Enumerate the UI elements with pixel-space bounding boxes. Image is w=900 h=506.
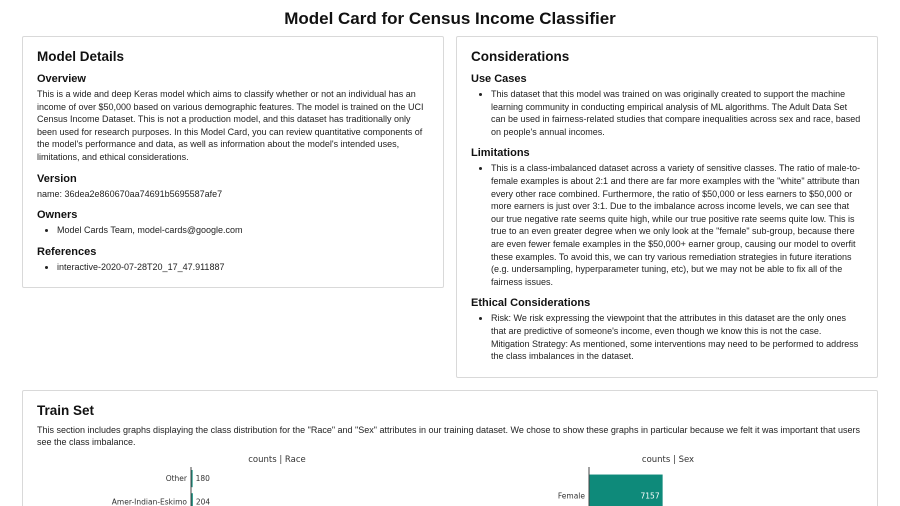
- owners-list: Model Cards Team, model-cards@google.com: [37, 224, 429, 237]
- considerations-card: Considerations Use Cases This dataset th…: [456, 36, 878, 378]
- version-text: name: 36dea2e860670aa74691b5695587afe7: [37, 188, 223, 199]
- owners-heading: Owners: [37, 209, 78, 222]
- use-cases-heading: Use Cases: [471, 73, 527, 85]
- model-card-page: Model Card for Census Income Classifier …: [0, 9, 900, 506]
- ethical-considerations-heading: Ethical Considerations: [471, 297, 591, 310]
- considerations-title: Considerations: [471, 49, 570, 64]
- charts-row: counts | RacebucketsOther180Amer-Indian-…: [37, 453, 863, 506]
- version-heading: Version: [37, 172, 77, 185]
- overview-text: This is a wide and deep Keras model whic…: [37, 89, 424, 162]
- race-chart-box: counts | RacebucketsOther180Amer-Indian-…: [37, 453, 450, 506]
- overview-heading: Overview: [37, 73, 86, 85]
- limitations-heading: Limitations: [471, 147, 530, 160]
- svg-text:204: 204: [195, 497, 210, 506]
- use-cases-list: This dataset that this model was trained…: [471, 88, 863, 138]
- svg-text:7157: 7157: [640, 491, 659, 500]
- train-set-title: Train Set: [37, 402, 95, 418]
- reference-item: interactive-2020-07-28T20_17_47.911887: [57, 261, 429, 274]
- limitation-item: This is a class-imbalanced dataset acros…: [491, 162, 863, 288]
- ethical-considerations-list: Risk: We risk expressing the viewpoint t…: [471, 312, 863, 362]
- race-distribution-chart: counts | RacebucketsOther180Amer-Indian-…: [111, 455, 306, 506]
- svg-text:Other: Other: [165, 474, 187, 483]
- svg-text:Amer-Indian-Eskimo: Amer-Indian-Eskimo: [111, 497, 187, 506]
- top-cards-row: Model Details Overview This is a wide an…: [0, 36, 900, 378]
- svg-text:180: 180: [195, 474, 210, 483]
- use-case-item: This dataset that this model was trained…: [491, 88, 863, 138]
- svg-text:counts | Race: counts | Race: [248, 455, 306, 465]
- owner-item: Model Cards Team, model-cards@google.com: [57, 224, 429, 237]
- svg-text:counts | Sex: counts | Sex: [641, 455, 693, 465]
- references-list: interactive-2020-07-28T20_17_47.911887: [37, 261, 429, 274]
- svg-text:Female: Female: [557, 491, 585, 500]
- train-set-description: This section includes graphs displaying …: [37, 424, 861, 448]
- model-details-title: Model Details: [37, 49, 125, 64]
- sex-distribution-chart: counts | SexbucketsFemale7157Male1463402…: [557, 455, 694, 506]
- model-details-card: Model Details Overview This is a wide an…: [22, 36, 444, 289]
- limitations-list: This is a class-imbalanced dataset acros…: [471, 162, 863, 288]
- sex-chart-box: counts | SexbucketsFemale7157Male1463402…: [450, 453, 863, 506]
- page-title: Model Card for Census Income Classifier: [284, 9, 616, 28]
- ethical-consideration-item: Risk: We risk expressing the viewpoint t…: [491, 312, 863, 362]
- train-set-card: Train Set This section includes graphs d…: [22, 389, 878, 506]
- references-heading: References: [37, 245, 97, 258]
